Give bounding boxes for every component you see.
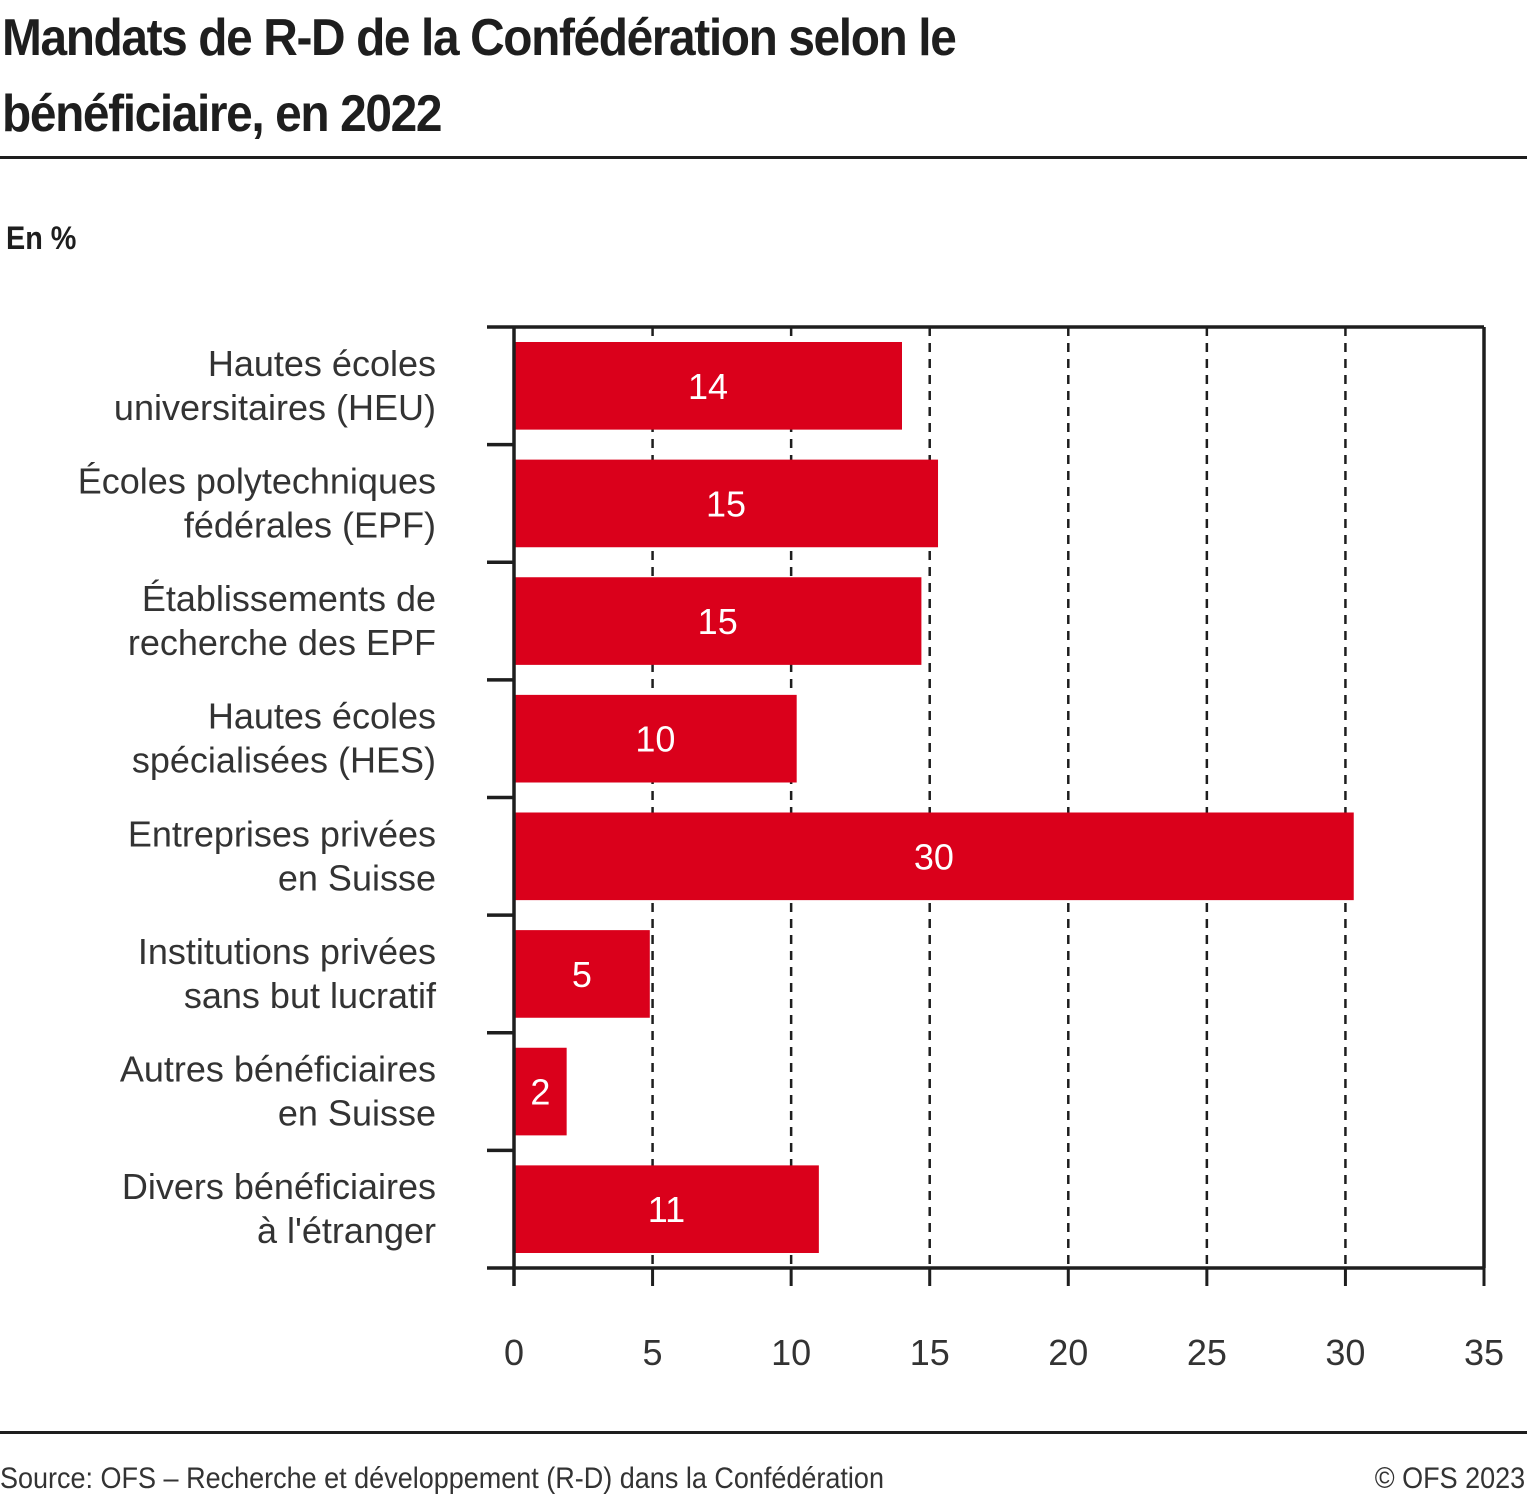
bar-value-label: 10 xyxy=(635,719,675,760)
x-tick-label: 35 xyxy=(1464,1332,1504,1373)
unit-label: En % xyxy=(6,220,77,256)
x-tick-label: 30 xyxy=(1325,1332,1365,1373)
chart-title-line-2: bénéficiaire, en 2022 xyxy=(2,85,442,143)
category-label-line: Hautes écoles xyxy=(208,343,436,384)
category-label-line: à l'étranger xyxy=(257,1210,436,1251)
x-axis-ticks: 0 5 10 15 20 25 30 35 xyxy=(504,1268,1504,1373)
category-label-line: en Suisse xyxy=(278,857,436,898)
category-label: Divers bénéficiaires à l'étranger xyxy=(122,1166,436,1251)
category-label-line: Autres bénéficiaires xyxy=(120,1049,436,1090)
bar xyxy=(514,459,939,548)
category-label: Entreprises privées en Suisse xyxy=(128,813,436,898)
bar xyxy=(514,812,1354,901)
category-label-line: sans but lucratif xyxy=(184,975,437,1016)
x-tick-label: 10 xyxy=(771,1332,811,1373)
bar-value-label: 15 xyxy=(706,483,746,524)
category-label: Écoles polytechniques fédérales (EPF) xyxy=(78,460,436,545)
bar xyxy=(514,577,922,665)
category-label-line: Institutions privées xyxy=(138,931,436,972)
gridlines xyxy=(651,327,1347,1268)
x-tick-label: 0 xyxy=(504,1332,524,1373)
category-labels: Hautes écoles universitaires (HEU)Écoles … xyxy=(78,343,437,1251)
category-label-line: Hautes écoles xyxy=(208,696,436,737)
source-note: Source: OFS – Recherche et développement… xyxy=(0,1462,884,1495)
bar-value-label: 30 xyxy=(914,836,954,877)
bar-value-label: 11 xyxy=(648,1189,685,1230)
category-label-line: Établissements de xyxy=(142,578,436,619)
copyright-note: © OFS 2023 xyxy=(1374,1462,1525,1495)
category-label-line: universitaires (HEU) xyxy=(114,387,436,428)
category-label: Autres bénéficiaires en Suisse xyxy=(120,1049,436,1134)
category-label: Institutions privées sans but lucratif xyxy=(138,931,437,1016)
chart-title-line-1: Mandats de R-D de la Confédération selon… xyxy=(2,9,957,67)
category-label: Hautes écoles spécialisées (HES) xyxy=(132,696,436,781)
bar xyxy=(514,930,650,1018)
category-label-line: recherche des EPF xyxy=(128,622,436,663)
bar xyxy=(514,1165,819,1254)
category-label-line: en Suisse xyxy=(278,1093,436,1134)
y-axis-ticks xyxy=(487,442,514,1153)
x-tick-label: 5 xyxy=(643,1332,663,1373)
category-label-line: fédérales (EPF) xyxy=(184,504,436,545)
title-divider xyxy=(0,156,1527,159)
chart-title: Mandats de R-D de la Confédération selon… xyxy=(2,0,1382,152)
category-label-line: Divers bénéficiaires xyxy=(122,1166,436,1207)
x-tick-label: 20 xyxy=(1048,1332,1088,1373)
category-label-line: Écoles polytechniques xyxy=(78,460,436,501)
bar-chart: 14 15 15 10 30 5 2 11 0 5 10 15 20 25 30 35 Hautes éco… xyxy=(78,325,1504,1373)
bar-value-label: 14 xyxy=(688,366,728,407)
category-label: Hautes écoles universitaires (HEU) xyxy=(114,343,436,428)
x-tick-label: 15 xyxy=(910,1332,950,1373)
footer-divider xyxy=(0,1431,1527,1434)
bar-value-label: 15 xyxy=(698,601,738,642)
category-label-line: Entreprises privées xyxy=(128,813,436,854)
category-label: Établissements de recherche des EPF xyxy=(128,578,436,663)
x-tick-label: 25 xyxy=(1187,1332,1227,1373)
bar-value-label: 2 xyxy=(530,1072,550,1113)
bar-value-label: 5 xyxy=(572,954,592,995)
bars: 14 15 15 10 30 5 2 11 xyxy=(514,341,1354,1254)
bar xyxy=(514,694,797,783)
bar xyxy=(514,341,902,430)
bar xyxy=(514,1047,567,1136)
category-label-line: spécialisées (HES) xyxy=(132,740,436,781)
